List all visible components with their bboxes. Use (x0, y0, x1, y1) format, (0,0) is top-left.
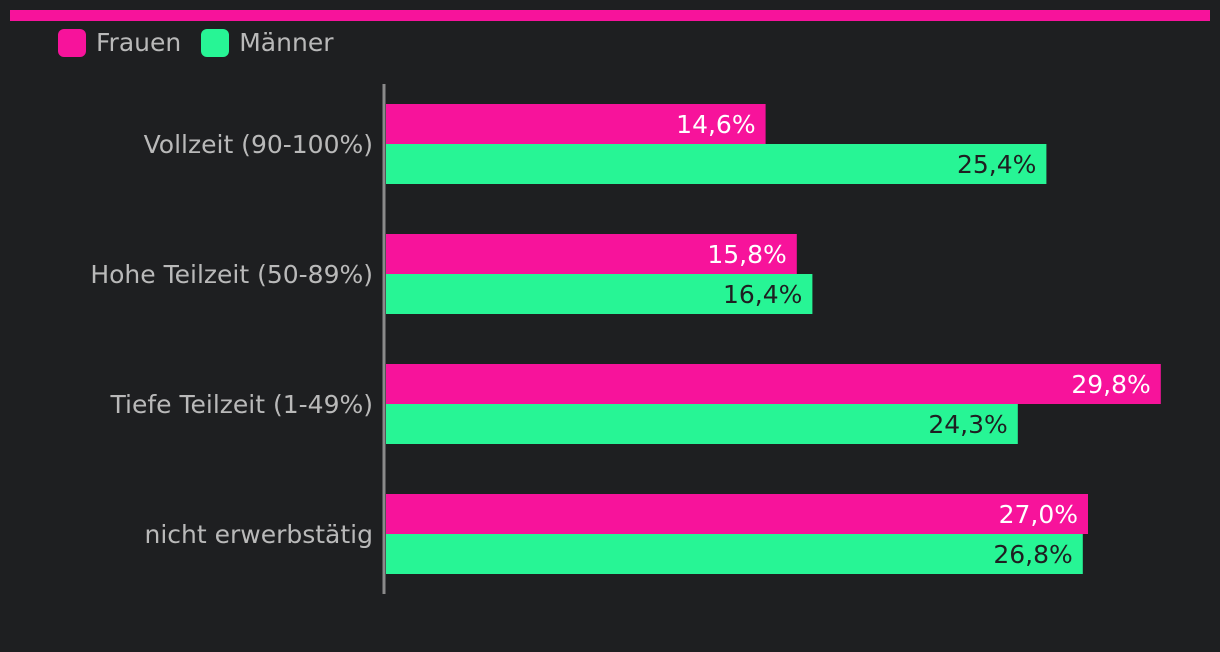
category-label: Vollzeit (90-100%) (144, 130, 373, 159)
bar-value-label-frauen: 14,6% (676, 110, 755, 139)
bar-value-label-maenner: 16,4% (723, 280, 802, 309)
category-label: Tiefe Teilzeit (1-49%) (110, 390, 373, 419)
bar-value-label-frauen: 27,0% (999, 500, 1078, 529)
bar-value-label-frauen: 29,8% (1071, 370, 1150, 399)
legend-label-frauen: Frauen (96, 28, 182, 57)
legend-item-maenner: Männer (201, 28, 333, 58)
bar-frauen (386, 364, 1161, 404)
legend: Frauen Männer (58, 28, 353, 58)
legend-label-maenner: Männer (239, 28, 334, 57)
category-label: nicht erwerbstätig (144, 520, 373, 549)
legend-swatch-frauen (58, 29, 86, 57)
bar-maenner (386, 274, 813, 314)
category-label: Hohe Teilzeit (50-89%) (90, 260, 373, 289)
bar-value-label-maenner: 26,8% (993, 540, 1072, 569)
bar-frauen (386, 104, 766, 144)
legend-swatch-maenner (201, 29, 230, 57)
bar-maenner (386, 534, 1083, 574)
accent-bar (10, 10, 1210, 21)
bar-frauen (386, 494, 1088, 534)
bar-value-label-frauen: 15,8% (707, 240, 786, 269)
bar-maenner (386, 144, 1047, 184)
bar-value-label-maenner: 25,4% (957, 150, 1036, 179)
legend-item-frauen: Frauen (58, 28, 181, 58)
bar-frauen (386, 234, 797, 274)
bar-maenner (386, 404, 1018, 444)
bar-value-label-maenner: 24,3% (928, 410, 1007, 439)
